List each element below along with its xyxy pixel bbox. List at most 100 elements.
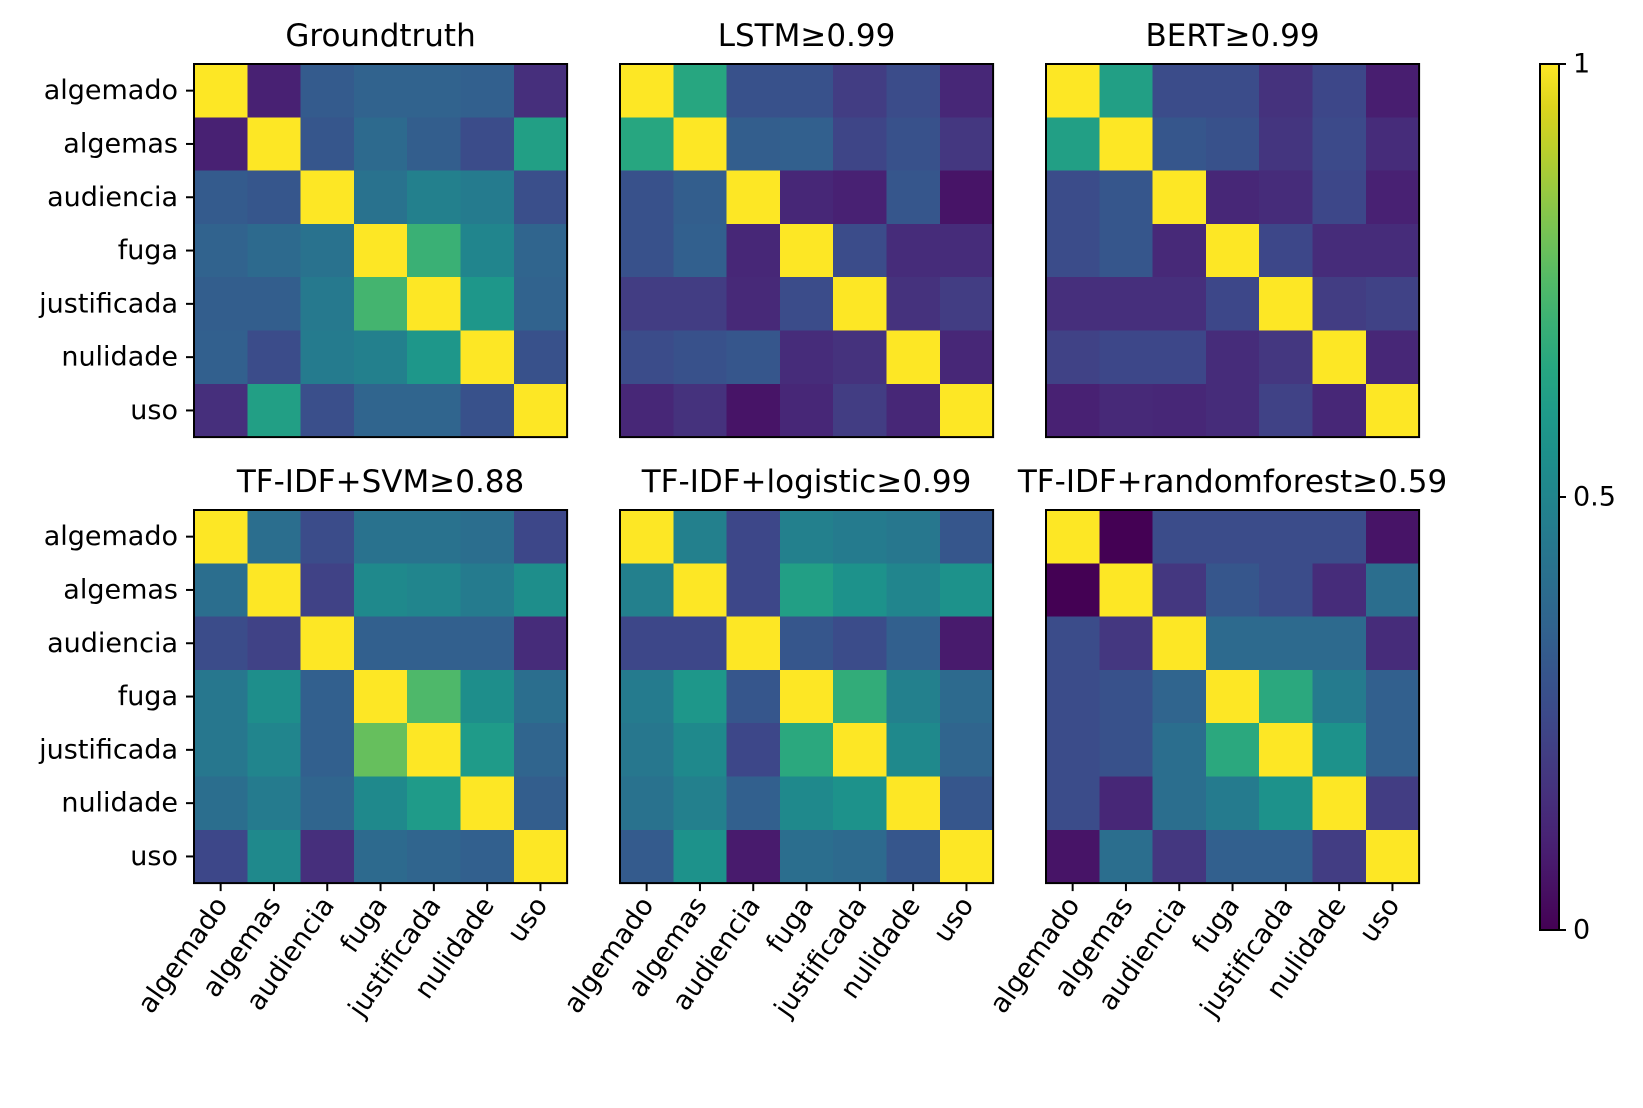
heatmap-cell-justificada-audiencia — [300, 723, 355, 778]
heatmap-cell-fuga-algemas — [247, 223, 302, 278]
heatmap-cell-fuga-fuga — [779, 223, 834, 278]
heatmap-cell-fuga-justificada — [407, 669, 462, 724]
heatmap-cell-algemas-algemas — [1099, 563, 1154, 618]
heatmap-cell-audiencia-nulidade — [1312, 170, 1367, 225]
heatmap-cell-audiencia-algemas — [1099, 616, 1154, 671]
heatmap-cell-audiencia-uso — [939, 170, 994, 225]
heatmap-cell-algemas-algemas — [673, 563, 728, 618]
heatmap-cell-nulidade-fuga — [1205, 330, 1260, 385]
heatmap-cell-nulidade-audiencia — [300, 330, 355, 385]
heatmap-cell-justificada-nulidade — [1312, 723, 1367, 778]
heatmap-cell-audiencia-justificada — [833, 170, 888, 225]
heatmap-cell-uso-audiencia — [300, 383, 355, 438]
heatmap-cell-uso-justificada — [833, 383, 888, 438]
heatmap-cell-uso-algemado — [194, 383, 248, 438]
heatmap-cell-fuga-fuga — [353, 669, 408, 724]
heatmap-cell-justificada-algemas — [247, 277, 302, 332]
heatmap-cell-algemado-audiencia — [1152, 64, 1207, 118]
heatmap-cell-justificada-uso — [513, 723, 568, 778]
heatmap-cell-uso-fuga — [353, 829, 408, 884]
colorbar-tick-label: 0 — [1573, 915, 1590, 946]
heatmap-cell-algemas-fuga — [779, 117, 834, 172]
panel-tf-idf-svm-0-88: TF-IDF+SVM≥0.88 algemado algemas audiencia f… — [38, 464, 569, 1024]
heatmap-cell-fuga-nulidade — [460, 669, 515, 724]
heatmap-cell-algemas-uso — [513, 563, 568, 618]
heatmap-cell-audiencia-algemado — [620, 170, 674, 225]
heatmap-cell-nulidade-uso — [1365, 776, 1420, 831]
heatmap-cell-algemado-uso — [513, 64, 568, 118]
heatmap-cell-algemado-nulidade — [460, 64, 515, 118]
heatmap-cell-nulidade-algemado — [1046, 330, 1100, 385]
heatmap-cell-audiencia-nulidade — [460, 170, 515, 225]
heatmap-cell-justificada-nulidade — [460, 277, 515, 332]
heatmap-cell-fuga-nulidade — [886, 223, 941, 278]
heatmap-cell-justificada-justificada — [1259, 723, 1314, 778]
heatmap-cell-algemas-audiencia — [300, 117, 355, 172]
heatmap-cell-algemado-algemas — [1099, 64, 1154, 118]
heatmap-cell-algemado-uso — [513, 510, 568, 564]
heatmap-cell-algemas-justificada — [833, 563, 888, 618]
y-tick-label: uso — [130, 841, 178, 872]
heatmap-cell-uso-justificada — [1259, 829, 1314, 884]
heatmap-cell-nulidade-audiencia — [300, 776, 355, 831]
heatmap-cell-algemas-uso — [939, 563, 994, 618]
heatmap-cell-algemas-nulidade — [460, 117, 515, 172]
panel-lstm-0-99: LSTM≥0.99 — [619, 18, 995, 439]
heatmap-cell-nulidade-nulidade — [460, 330, 515, 385]
heatmap-cell-algemado-justificada — [1259, 510, 1314, 564]
heatmap-cell-uso-nulidade — [886, 383, 941, 438]
heatmap-cell-fuga-nulidade — [886, 669, 941, 724]
heatmap-cell-justificada-uso — [939, 277, 994, 332]
heatmap-cell-justificada-audiencia — [726, 277, 781, 332]
heatmap-cell-audiencia-algemas — [247, 616, 302, 671]
heatmap-cell-fuga-uso — [513, 669, 568, 724]
heatmap-cell-audiencia-fuga — [353, 170, 408, 225]
heatmap-cell-justificada-algemado — [620, 723, 674, 778]
heatmap-cell-fuga-fuga — [353, 223, 408, 278]
heatmap-cell-justificada-algemado — [194, 277, 248, 332]
heatmap-cell-algemas-uso — [1365, 563, 1420, 618]
colorbar-tick-label: 0.5 — [1573, 482, 1616, 513]
heatmap-cell-justificada-fuga — [1205, 277, 1260, 332]
heatmap-cell-nulidade-fuga — [353, 776, 408, 831]
heatmap-cell-algemas-algemado — [620, 563, 674, 618]
heatmap-cell-fuga-algemas — [673, 669, 728, 724]
heatmap-cell-algemas-nulidade — [1312, 563, 1367, 618]
heatmap-cell-fuga-algemas — [1099, 223, 1154, 278]
heatmap-cell-fuga-justificada — [833, 223, 888, 278]
heatmap-cell-justificada-algemas — [673, 277, 728, 332]
heatmap-cell-algemado-algemado — [620, 64, 674, 118]
heatmap-cell-audiencia-fuga — [353, 616, 408, 671]
heatmap-cell-justificada-justificada — [1259, 277, 1314, 332]
heatmap-cell-justificada-audiencia — [726, 723, 781, 778]
heatmap-cell-fuga-audiencia — [1152, 669, 1207, 724]
heatmap-cell-nulidade-audiencia — [1152, 776, 1207, 831]
heatmap-cell-audiencia-uso — [1365, 616, 1420, 671]
heatmap-cell-fuga-algemas — [673, 223, 728, 278]
colorbar: 00.51 — [1539, 49, 1616, 946]
heatmap-cell-fuga-nulidade — [1312, 223, 1367, 278]
heatmap-cell-audiencia-algemado — [1046, 170, 1100, 225]
heatmap-cell-justificada-uso — [513, 277, 568, 332]
heatmap-cell-nulidade-algemas — [247, 330, 302, 385]
heatmap-cell-audiencia-algemado — [1046, 616, 1100, 671]
panel-title: Groundtruth — [285, 18, 475, 54]
panel-title: TF-IDF+randomforest≥0.59 — [1017, 464, 1447, 500]
y-tick-label: algemas — [63, 574, 178, 605]
panels-layer: Groundtruth algemado algemas audiencia fuga j… — [38, 18, 1447, 1024]
heatmap-cell-uso-uso — [513, 829, 568, 884]
heatmap-cell-algemas-audiencia — [1152, 117, 1207, 172]
heatmap-cell-uso-algemas — [673, 829, 728, 884]
heatmap-cell-uso-fuga — [779, 383, 834, 438]
heatmap-cell-uso-uso — [513, 383, 568, 438]
heatmap-cell-nulidade-nulidade — [1312, 776, 1367, 831]
heatmap-cell-fuga-uso — [1365, 669, 1420, 724]
heatmap-cell-algemado-justificada — [1259, 64, 1314, 118]
heatmap-cell-audiencia-algemas — [247, 170, 302, 225]
heatmap-cell-justificada-justificada — [833, 723, 888, 778]
heatmap-cell-uso-nulidade — [460, 383, 515, 438]
heatmap-cell-uso-fuga — [1205, 383, 1260, 438]
heatmap-cell-nulidade-fuga — [779, 330, 834, 385]
heatmap-cell-nulidade-uso — [939, 776, 994, 831]
heatmap-cell-algemado-nulidade — [1312, 64, 1367, 118]
